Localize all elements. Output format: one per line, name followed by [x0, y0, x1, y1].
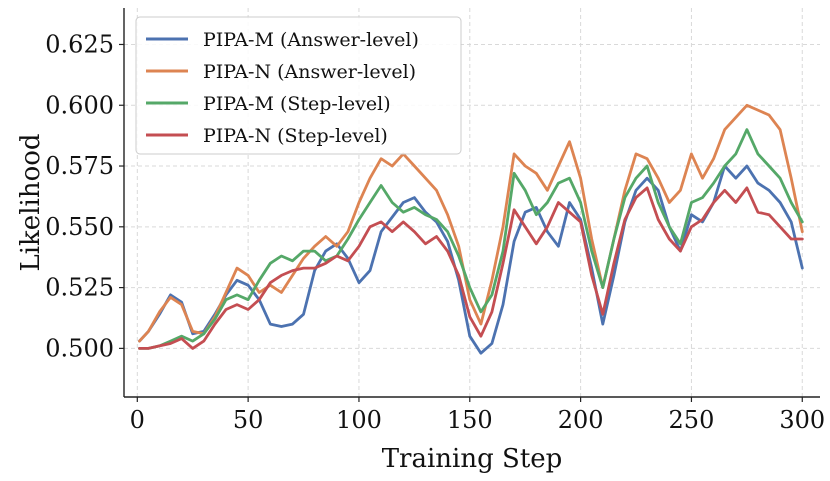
x-tick-label: 150	[447, 406, 493, 434]
x-tick-label: 200	[558, 406, 604, 434]
legend-label: PIPA-N (Answer-level)	[203, 61, 416, 83]
x-tick-label: 250	[669, 406, 715, 434]
x-axis-ticks: 0 50 100 150 200 250 300	[130, 397, 825, 434]
y-tick-label: 0.575	[45, 152, 114, 180]
x-tick-label: 50	[233, 406, 264, 434]
series-layer	[138, 103, 804, 355]
x-tick-label: 100	[336, 406, 382, 434]
legend-label: PIPA-M (Step-level)	[203, 93, 391, 115]
legend: PIPA-M (Answer-level) PIPA-N (Answer-leve…	[135, 16, 462, 155]
legend-label: PIPA-M (Answer-level)	[203, 29, 419, 51]
y-tick-label: 0.500	[45, 334, 114, 362]
y-tick-label: 0.525	[45, 274, 114, 302]
series-line-1	[138, 164, 804, 355]
legend-frame	[135, 16, 462, 155]
series-line-3	[138, 128, 804, 350]
y-axis-ticks: 0.500 0.525 0.550 0.575 0.600 0.625	[45, 30, 124, 362]
y-tick-label: 0.625	[45, 30, 114, 58]
x-axis-title: Training Step	[382, 444, 563, 474]
y-tick-label: 0.550	[45, 213, 114, 241]
y-axis-title: Likelihood	[16, 133, 46, 271]
series-line-2	[138, 103, 804, 343]
x-tick-label: 300	[779, 406, 825, 434]
series-line-4	[138, 186, 804, 350]
y-tick-label: 0.600	[45, 91, 114, 119]
x-tick-label: 0	[130, 406, 145, 434]
legend-label: PIPA-N (Step-level)	[203, 125, 388, 147]
